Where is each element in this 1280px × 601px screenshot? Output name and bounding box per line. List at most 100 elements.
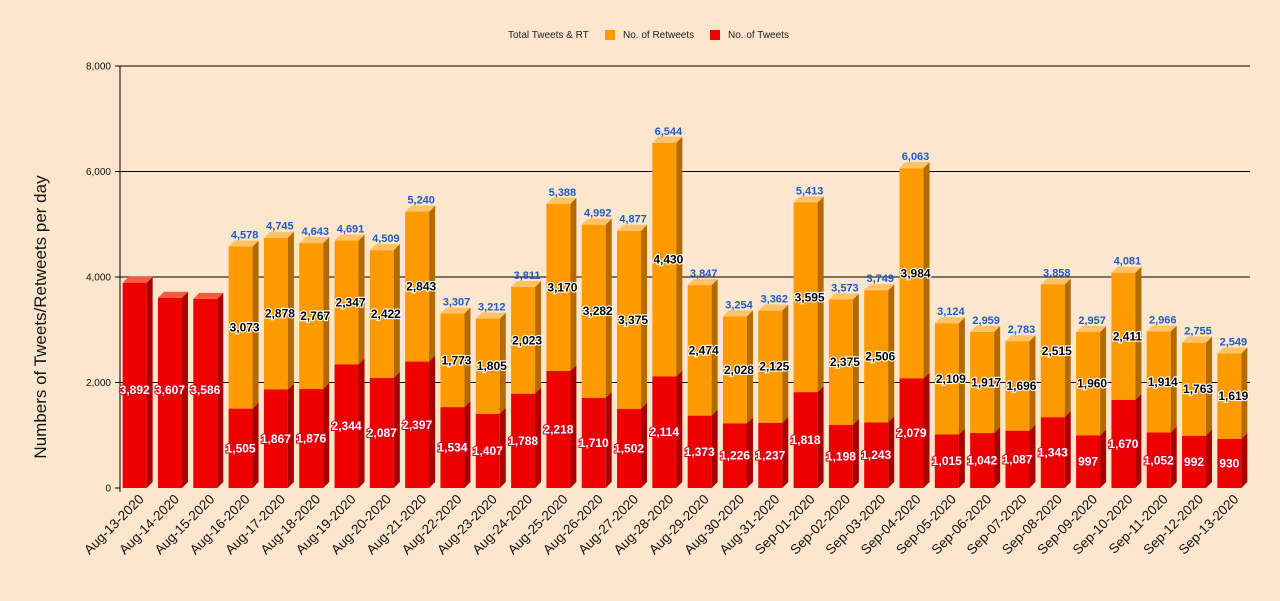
retweets-bar-front (687, 285, 712, 416)
bar-group (334, 234, 365, 488)
retweets-bar-front (546, 203, 571, 372)
bar-group (581, 218, 612, 488)
total-value-label: 6,544 (655, 126, 683, 138)
retweets-bar-front (1111, 272, 1136, 400)
retweets-bar-side (958, 317, 965, 435)
retweets-bar-front (405, 211, 430, 362)
tweets-bar-side (888, 416, 895, 488)
retweets-bar-front (511, 286, 536, 394)
retweets-bar-front (970, 331, 995, 434)
bar-group (687, 279, 718, 488)
retweets-bar-side (1029, 335, 1036, 431)
total-value-label: 3,362 (761, 294, 789, 306)
tweets-bar-side (393, 371, 400, 488)
tweets-value-label: 930 (1219, 456, 1239, 470)
tweets-value-label: 1,198 (826, 449, 856, 463)
retweets-value-label: 2,767 (300, 309, 330, 323)
bar-group (440, 307, 471, 488)
retweets-bar-side (358, 234, 365, 365)
bar-group (228, 240, 259, 488)
retweets-value-label: 2,411 (1113, 329, 1143, 343)
tweets-bar-front (1146, 432, 1171, 488)
tweets-bar-front (758, 422, 783, 488)
bar-group (263, 231, 294, 488)
tweets-bar-side (994, 427, 1001, 488)
retweets-value-label: 4,430 (653, 253, 683, 267)
bar-group (405, 205, 436, 488)
retweets-bar-front (617, 230, 642, 409)
retweets-bar-front (263, 237, 288, 390)
retweets-bar-front (299, 243, 324, 390)
total-value-label: 4,877 (619, 214, 647, 226)
retweets-value-label: 3,282 (583, 304, 613, 318)
tweets-bar-front (1076, 435, 1101, 488)
tweets-bar-side (1100, 429, 1107, 488)
retweets-bar-side (464, 307, 471, 408)
y-tick-label: 2,000 (86, 378, 111, 389)
tweets-value-label: 1,226 (720, 449, 750, 463)
tweets-bar-front (1005, 430, 1030, 488)
tweets-bar-top (122, 276, 153, 283)
tweets-bar-side (1064, 411, 1071, 488)
retweets-bar-side (923, 162, 930, 379)
retweets-bar-top (475, 312, 506, 319)
retweets-value-label: 1,763 (1183, 382, 1213, 396)
total-value-label: 3,124 (937, 306, 965, 318)
tweets-bar-front (475, 413, 500, 488)
total-value-label: 2,957 (1078, 315, 1106, 327)
tweets-bar-front (1182, 435, 1207, 488)
retweets-bar-front (1146, 331, 1171, 433)
retweets-bar-side (711, 279, 718, 416)
retweets-bar-front (334, 240, 359, 365)
total-value-label: 3,212 (478, 302, 506, 314)
tweets-value-label: 1,087 (1002, 452, 1032, 466)
tweets-bar-side (605, 391, 612, 488)
tweets-bar-side (535, 387, 542, 488)
bar-group (793, 196, 824, 488)
tweets-bar-top (157, 291, 188, 298)
retweets-bar-front (1182, 342, 1207, 436)
retweets-value-label: 2,878 (265, 307, 295, 321)
retweets-bar-front (581, 224, 606, 398)
tweets-bar-front (511, 393, 536, 488)
legend-total-label: Total Tweets & RT (508, 30, 589, 41)
retweets-value-label: 2,843 (406, 280, 436, 294)
retweets-value-label: 1,917 (971, 375, 1001, 389)
total-value-label: 2,783 (1008, 324, 1036, 336)
tweets-value-label: 2,397 (402, 418, 432, 432)
tweets-value-label: 2,344 (332, 419, 362, 433)
tweets-value-label: 2,079 (897, 426, 927, 440)
tweets-bar-front (334, 364, 359, 488)
tweets-bar-front (122, 282, 147, 488)
retweets-bar-side (499, 312, 506, 414)
tweets-value-label: 1,788 (508, 434, 538, 448)
bar-group (1076, 326, 1107, 488)
retweets-bar-side (994, 325, 1001, 434)
y-tick-label: 4,000 (86, 273, 111, 284)
tweets-bar-side (146, 276, 153, 488)
retweets-bar-top (1005, 335, 1036, 342)
tweets-bar-side (1135, 393, 1142, 488)
tweets-bar-front (263, 389, 288, 488)
retweets-bar-front (934, 323, 959, 435)
tweets-bar-side (1241, 432, 1248, 488)
tweets-bar-side (323, 383, 330, 488)
retweets-bar-top (263, 231, 294, 238)
retweets-value-label: 2,375 (830, 355, 860, 369)
bar-group (1040, 278, 1071, 488)
total-value-label: 4,643 (301, 226, 329, 238)
retweets-bar-front (758, 310, 783, 423)
tweets-value-label: 1,534 (437, 441, 467, 455)
bar-group (475, 312, 506, 488)
y-axis-ticks: 0 2,000 4,000 6,000 8,000 (86, 62, 120, 495)
retweets-value-label: 2,125 (759, 360, 789, 374)
retweets-bar-side (1170, 325, 1177, 433)
retweets-bar-side (1064, 278, 1071, 418)
retweets-value-label: 2,347 (336, 295, 366, 309)
retweets-bar-side (393, 244, 400, 378)
retweets-bar-side (570, 197, 577, 372)
retweets-bar-top (722, 310, 753, 317)
retweets-bar-front (369, 250, 394, 378)
tweets-bar-front (546, 371, 571, 488)
retweets-bar-top (334, 234, 365, 241)
